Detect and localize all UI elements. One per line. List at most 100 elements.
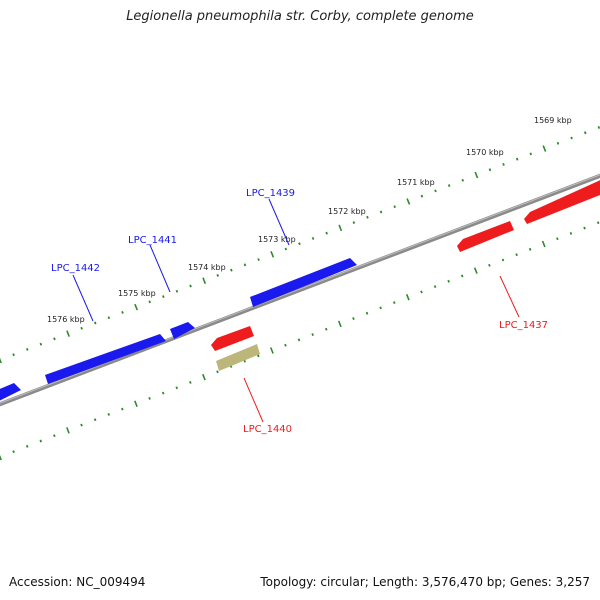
gene-arrow-lpc-1439[interactable] — [250, 258, 357, 307]
inner-tick-1 — [12, 450, 15, 454]
outer-tick-29 — [393, 205, 396, 209]
inner-tick-26 — [352, 317, 355, 321]
inner-tick-28 — [379, 306, 382, 310]
gene-label-lpc-1437[interactable]: LPC_1437 — [499, 320, 548, 331]
inner-tick-33 — [447, 279, 450, 283]
outer-tick-25 — [338, 224, 343, 232]
outer-tick-8 — [107, 316, 111, 320]
genome-title: Legionella pneumophila str. Corby, compl… — [126, 9, 474, 24]
outer-tick-39 — [529, 152, 533, 156]
inner-tick-25 — [337, 320, 342, 328]
ruler-label-1569: 1569 kbp — [534, 116, 572, 125]
forward-gene-track — [0, 258, 357, 403]
outer-tick-3 — [39, 342, 43, 346]
outer-tick-17 — [230, 268, 233, 272]
outer-tick-43 — [583, 131, 587, 135]
inner-tick-13 — [175, 386, 179, 390]
inner-tick-43 — [583, 226, 586, 230]
outer-tick-18 — [243, 263, 247, 267]
inner-tick-9 — [121, 407, 124, 411]
ruler-label-1571: 1571 kbp — [397, 178, 435, 187]
inner-tick-32 — [433, 285, 437, 289]
inner-tick-44 — [596, 221, 600, 225]
inner-tick-29 — [392, 301, 396, 305]
outer-tick-15 — [202, 277, 207, 284]
outer-tick-32 — [434, 189, 437, 193]
inner-tick-37 — [501, 258, 505, 262]
callout-line-lpc-1439 — [268, 198, 290, 246]
inner-tick-3 — [39, 439, 43, 443]
inner-tick-0 — [0, 454, 2, 461]
inner-tick-39 — [528, 247, 532, 251]
inner-tick-38 — [515, 253, 518, 257]
gene-label-lpc-1442[interactable]: LPC_1442 — [51, 263, 100, 274]
outer-tick-44 — [597, 125, 600, 129]
inner-tick-20 — [269, 347, 274, 354]
callout-line-lpc-1437 — [499, 275, 520, 318]
outer-tick-35 — [474, 171, 479, 179]
inner-tick-40 — [541, 240, 546, 248]
inner-tick-41 — [556, 237, 559, 241]
outer-tick-26 — [352, 221, 356, 225]
outer-tick-14 — [189, 284, 192, 288]
inner-tick-35 — [473, 267, 478, 274]
outer-tick-10 — [134, 303, 139, 311]
outer-tick-9 — [121, 311, 124, 314]
outer-tick-1 — [12, 353, 15, 357]
inner-tick-7 — [93, 418, 97, 422]
gene-arrow-lpc-1442[interactable] — [45, 334, 166, 384]
gene-arrow-offscreen-right[interactable] — [524, 178, 600, 224]
outer-tick-20 — [270, 251, 275, 258]
gene-arrow-lpc-1440[interactable] — [211, 326, 254, 351]
gene-label-group: LPC_1439 LPC_1441 LPC_1442 LPC_1437 LPC_… — [51, 188, 548, 435]
gene-arrow-offscreen-left[interactable] — [0, 383, 21, 403]
gene-label-lpc-1439[interactable]: LPC_1439 — [246, 188, 295, 199]
inner-tick-36 — [488, 263, 491, 267]
inner-tick-5 — [66, 427, 70, 434]
outer-tick-38 — [515, 157, 519, 161]
inner-tick-30 — [405, 294, 410, 301]
inner-tick-42 — [569, 231, 573, 235]
inner-tick-11 — [148, 396, 151, 400]
callout-line-lpc-1441 — [149, 244, 171, 293]
inner-tick-8 — [107, 412, 111, 416]
inner-tick-23 — [311, 333, 314, 337]
feature-box-lpc-1440[interactable] — [216, 344, 260, 371]
inner-tick-24 — [324, 327, 328, 331]
outer-tick-2 — [25, 347, 29, 351]
inner-tick-6 — [80, 423, 83, 427]
outer-tick-41 — [556, 141, 560, 145]
inner-tick-14 — [189, 380, 192, 384]
outer-tick-34 — [461, 178, 465, 182]
outer-tick-23 — [311, 236, 315, 240]
inner-tick-16 — [216, 370, 219, 374]
ruler-label-1574: 1574 kbp — [188, 263, 226, 272]
ruler-label-1575: 1575 kbp — [118, 289, 156, 298]
genome-summary-text: Topology: circular; Length: 3,576,470 bp… — [260, 575, 590, 589]
ruler-label-1570: 1570 kbp — [466, 148, 504, 157]
callout-line-lpc-1442 — [72, 274, 94, 322]
inner-tick-15 — [202, 373, 206, 381]
genome-backbone-highlight — [0, 174, 600, 404]
gene-arrow-lpc-1437[interactable] — [457, 221, 514, 252]
outer-tick-28 — [379, 210, 383, 214]
outer-tick-16 — [216, 273, 220, 277]
inner-tick-27 — [365, 311, 369, 315]
outer-tick-36 — [488, 168, 492, 172]
outer-tick-5 — [66, 330, 70, 337]
inner-tick-19 — [257, 354, 260, 358]
gene-arrow-lpc-1441[interactable] — [170, 322, 195, 339]
outer-tick-31 — [420, 194, 424, 198]
accession-text: Accession: NC_009494 — [9, 575, 146, 589]
inner-tick-21 — [284, 343, 287, 347]
ruler-label-1573: 1573 kbp — [258, 235, 296, 244]
gene-label-lpc-1440[interactable]: LPC_1440 — [243, 424, 292, 435]
gene-label-lpc-1441[interactable]: LPC_1441 — [128, 235, 177, 246]
outer-tick-13 — [175, 289, 179, 293]
ruler-label-1572: 1572 kbp — [328, 207, 366, 216]
outer-tick-21 — [284, 247, 288, 251]
reverse-gene-track — [211, 178, 600, 371]
ruler-label-1576: 1576 kbp — [47, 315, 85, 324]
